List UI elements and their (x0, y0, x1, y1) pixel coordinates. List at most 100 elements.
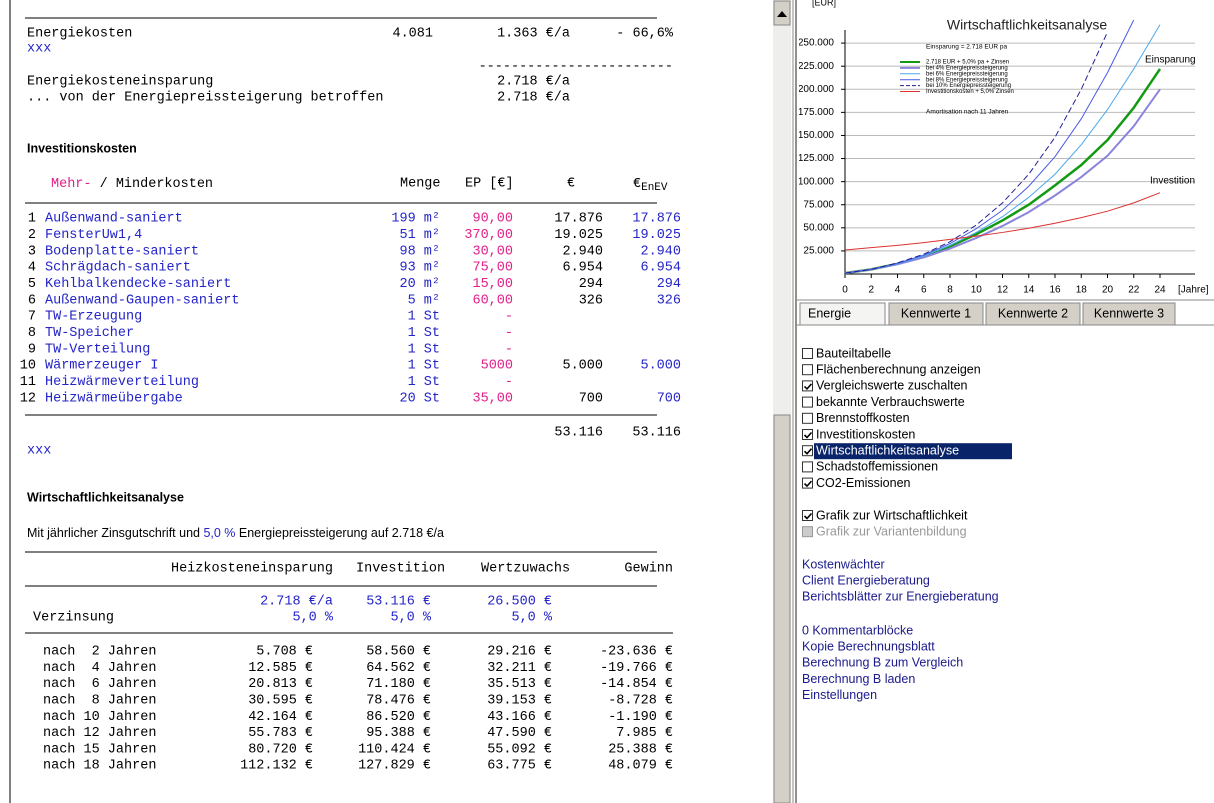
text: 5 (28, 277, 36, 292)
header-part: EnEV (641, 182, 668, 194)
text: 6.954 (562, 261, 603, 276)
text: € (567, 177, 575, 192)
tab-label[interactable]: Kennwerte 3 (1094, 306, 1164, 320)
checkbox[interactable] (802, 429, 813, 440)
checkbox-label[interactable]: CO2-Emissionen (816, 476, 911, 490)
tab-label[interactable]: Energie (808, 306, 851, 320)
text: 2 (28, 228, 36, 243)
text: 5 m² (408, 293, 440, 308)
checkbox[interactable] (802, 461, 813, 473)
checkbox-label[interactable]: Schadstoffemissionen (816, 460, 938, 474)
checkbox-label[interactable]: Brennstoffkosten (816, 411, 910, 425)
checkbox[interactable] (802, 396, 813, 408)
text: 1 St (408, 310, 440, 325)
text: 78.476 € (366, 693, 431, 708)
text: 10 (20, 359, 36, 374)
link[interactable]: Berechnung B laden (802, 672, 915, 686)
text: nach 15 Jahren (43, 742, 156, 757)
text: 294 (579, 277, 603, 292)
text: 20 m² (399, 277, 440, 292)
link[interactable]: Einstellungen (802, 688, 877, 702)
checkbox[interactable] (802, 364, 813, 376)
text: nach 12 Jahren (43, 726, 156, 741)
header-part: Mehr- (51, 177, 92, 192)
checkbox[interactable] (802, 445, 813, 457)
x-tick-label: 14 (1023, 285, 1035, 296)
text: 98 m² (399, 244, 440, 259)
text: -14.854 € (600, 677, 673, 692)
checkbox[interactable] (802, 348, 813, 359)
text: Investition (356, 562, 445, 577)
text: 199 m² (391, 212, 440, 227)
text: 1 St (408, 375, 440, 390)
checkbox-label[interactable]: Flächenberechnung anzeigen (816, 362, 981, 376)
checkmark (803, 383, 813, 391)
x-tick-label: 18 (1076, 285, 1088, 296)
tab-label[interactable]: Kennwerte 1 (901, 306, 971, 320)
text: 19.025 (554, 228, 603, 243)
text: -23.636 € (600, 645, 673, 660)
text: Heizwärmeverteilung (45, 375, 199, 390)
text: FensterUw1,4 (45, 228, 142, 243)
x-tick-label: 24 (1154, 285, 1166, 296)
checkbox-label[interactable]: Vergleichswerte zuschalten (816, 379, 968, 393)
checkbox[interactable] (802, 380, 813, 392)
text: Außenwand-Gaupen-saniert (45, 293, 239, 308)
text: 53.116 (632, 426, 681, 441)
text: 326 (579, 293, 603, 308)
link[interactable]: Kostenwächter (802, 557, 885, 571)
text: 700 (657, 391, 681, 406)
text: 60,00 (472, 293, 513, 308)
text: nach 4 Jahren (43, 661, 156, 676)
text: -19.766 € (600, 661, 673, 676)
checkbox-label[interactable]: Grafik zur Wirtschaftlichkeit (816, 508, 968, 522)
link[interactable]: Kopie Berechnungsblatt (802, 639, 935, 653)
x-tick-label: 22 (1128, 285, 1140, 296)
x-tick-label: 8 (947, 285, 953, 296)
checkbox-label[interactable]: bekannte Verbrauchswerte (816, 395, 965, 409)
text: 294 (657, 277, 681, 292)
text: -1.190 € (608, 710, 673, 725)
text: Gewinn (624, 562, 673, 577)
link[interactable]: Berechnung B zum Vergleich (802, 656, 963, 670)
x-tick-label: 6 (921, 285, 927, 296)
link[interactable]: Berichtsblätter zur Energieberatung (802, 590, 999, 604)
legend-entry: 2.718 EUR + 5,0% pa + Zinsen (926, 60, 1009, 66)
text: xxx (27, 42, 51, 57)
text: 326 (657, 293, 681, 308)
y-tick-label: 25.000 (803, 246, 834, 257)
checkbox[interactable] (802, 412, 813, 424)
text: 35,00 (472, 391, 513, 406)
text: Schrägdach-saniert (45, 261, 191, 276)
text: Heizwärmeübergabe (45, 391, 183, 406)
text: Bodenplatte-saniert (45, 244, 199, 259)
text: 112.132 € (240, 759, 313, 774)
header-part: / Minderkosten (92, 177, 214, 192)
checkbox-label[interactable]: Bauteiltabelle (816, 346, 891, 360)
checkbox[interactable] (802, 477, 813, 489)
checkbox-label: Grafik zur Variantenbildung (816, 524, 967, 538)
text: 15,00 (472, 277, 513, 292)
tab-label[interactable]: Kennwerte 2 (998, 306, 1068, 320)
checkbox[interactable] (802, 510, 813, 521)
text: 17.876 (632, 212, 681, 227)
checkbox-label[interactable]: Investitionskosten (816, 427, 915, 441)
text: 2.940 (640, 244, 681, 259)
text: 90,00 (472, 212, 513, 227)
scrollbar-thumb[interactable] (773, 414, 791, 803)
text: Menge (400, 177, 441, 192)
text: 93 m² (399, 261, 440, 276)
text: 12.585 € (248, 661, 313, 676)
text: 30.595 € (248, 693, 313, 708)
link[interactable]: Client Energieberatung (802, 573, 930, 587)
checkbox-label[interactable]: Wirtschaftlichkeitsanalyse (816, 443, 959, 457)
text: 5000 (481, 359, 513, 374)
x-tick-label: 2 (868, 285, 874, 296)
text: TW-Verteilung (45, 342, 150, 357)
checkmark (803, 448, 813, 455)
link[interactable]: 0 Kommentarblöcke (802, 623, 913, 637)
text: 53.116 € (366, 595, 431, 610)
text: 51 m² (399, 228, 440, 243)
text: 75,00 (472, 261, 513, 276)
text: 11 (20, 375, 36, 390)
